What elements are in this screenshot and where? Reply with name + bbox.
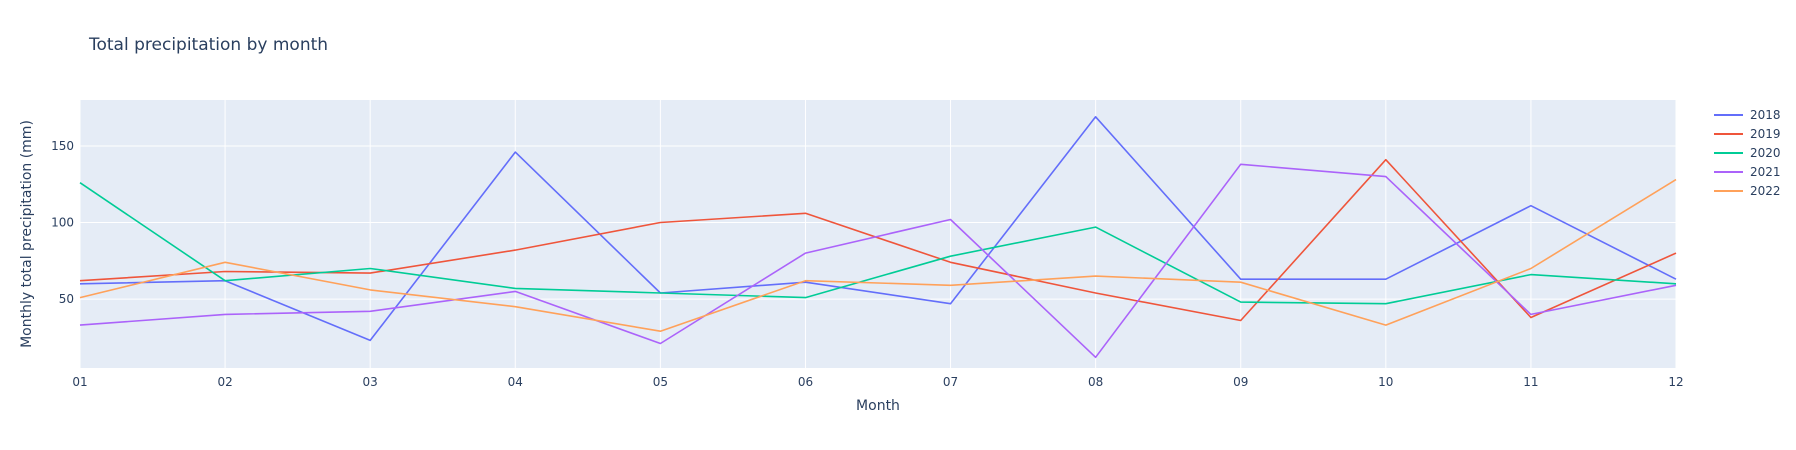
x-tick-label: 08: [1088, 375, 1103, 389]
x-tick-label: 12: [1668, 375, 1683, 389]
y-axis-ticks: 50 100 150: [51, 139, 74, 306]
x-tick-label: 06: [798, 375, 813, 389]
y-tick-label: 150: [51, 139, 74, 153]
x-tick-label: 09: [1233, 375, 1248, 389]
legend-label: 2020: [1750, 146, 1781, 160]
chart-title: Total precipitation by month: [88, 35, 328, 55]
x-tick-label: 10: [1378, 375, 1393, 389]
x-tick-label: 03: [363, 375, 378, 389]
x-axis-title: Month: [856, 398, 900, 414]
legend-item-2021[interactable]: 2021: [1714, 165, 1781, 179]
series-line-2019: [79, 158, 1677, 322]
series-line-2021: [79, 163, 1677, 359]
legend-item-2022[interactable]: 2022: [1714, 184, 1781, 198]
x-tick-label: 02: [217, 375, 232, 389]
series-line-2022: [79, 178, 1677, 333]
legend-label: 2018: [1750, 108, 1781, 122]
y-axis-title: Monthly total precipitation (mm): [19, 120, 35, 348]
x-tick-label: 11: [1523, 375, 1538, 389]
legend-item-2020[interactable]: 2020: [1714, 146, 1781, 160]
legend: 2018 2019 2020 2021 2022: [1714, 108, 1781, 198]
legend-label: 2019: [1750, 127, 1781, 141]
plot-area: [80, 100, 1676, 368]
x-axis-ticks: 01 02 03 04 05 06 07 08 09 10 11 12: [72, 375, 1683, 389]
legend-item-2019[interactable]: 2019: [1714, 127, 1781, 141]
series-line-2020: [79, 182, 1677, 305]
series-line-2018: [79, 116, 1677, 342]
legend-label: 2021: [1750, 165, 1781, 179]
x-tick-label: 05: [653, 375, 668, 389]
series-lines: [79, 116, 1677, 359]
legend-label: 2022: [1750, 184, 1781, 198]
y-tick-label: 100: [51, 216, 74, 230]
y-tick-label: 50: [59, 292, 74, 306]
x-tick-label: 01: [72, 375, 87, 389]
x-tick-label: 07: [943, 375, 958, 389]
legend-item-2018[interactable]: 2018: [1714, 108, 1781, 122]
x-tick-label: 04: [508, 375, 523, 389]
